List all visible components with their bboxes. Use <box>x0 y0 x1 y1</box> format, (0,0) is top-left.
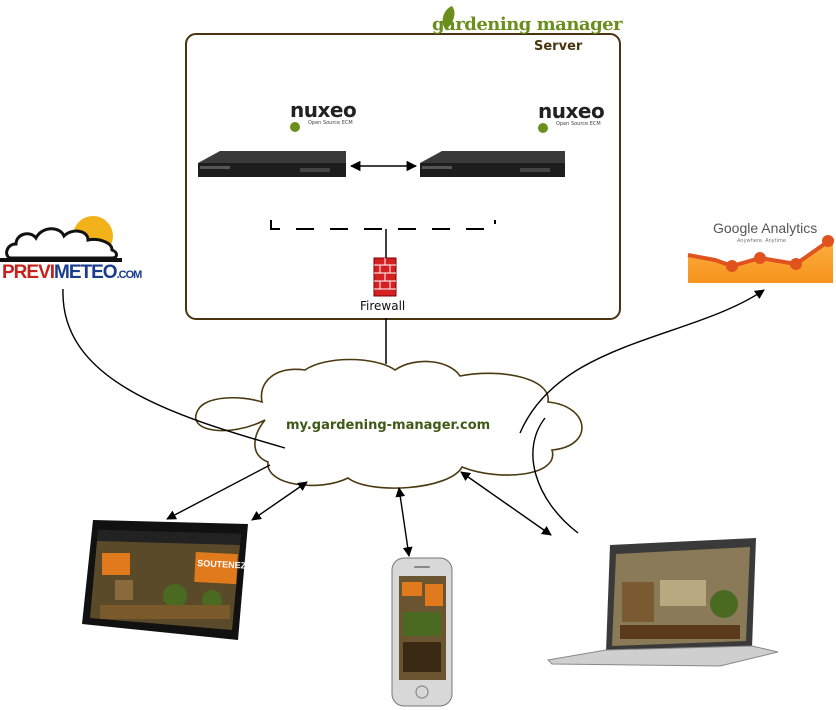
laptop-arrow <box>460 471 552 536</box>
gardening-manager-leaf-icon <box>442 6 455 30</box>
previmeteo-link <box>62 288 286 449</box>
nuxeo-leaf-icon-1 <box>290 122 300 132</box>
phone-arrow <box>395 487 413 557</box>
google-analytics-subtitle: Anywhere. Anytime. <box>737 238 788 244</box>
phone-device <box>391 557 453 707</box>
tablet-device: SOUTENEZ <box>82 520 248 640</box>
nuxeo-logo-text: nuxeo <box>290 98 357 122</box>
google-analytics-chart-icon <box>687 235 835 283</box>
tablet-banner-text: SOUTENEZ <box>197 558 247 571</box>
previmeteo-logo-part3: .COM <box>116 269 143 281</box>
tablet-arrow-2 <box>251 481 308 521</box>
previmeteo-logo: PREVIMETEO.COM <box>2 262 143 284</box>
previmeteo-logo-part2: METEO <box>54 262 118 283</box>
google-analytics-title: Google Analytics <box>713 220 818 236</box>
nuxeo-logo-2: nuxeo Open Source ECM <box>538 99 605 127</box>
nuxeo-tagline: Open Source ECM <box>308 120 353 126</box>
firewall-icon <box>373 257 397 297</box>
nuxeo-leaf-icon-2 <box>538 123 548 133</box>
server-boundary <box>185 33 621 320</box>
nuxeo-logo-text: nuxeo <box>538 99 605 123</box>
server-rack-1 <box>198 151 346 177</box>
firewall-label: Firewall <box>360 299 406 313</box>
tablet-arrow-1 <box>166 464 271 520</box>
nuxeo-tagline: Open Source ECM <box>556 121 601 127</box>
nuxeo-logo-1: nuxeo Open Source ECM <box>290 98 357 126</box>
gardening-manager-logo: gardening manager <box>432 14 623 35</box>
previmeteo-weather-icon <box>0 216 122 262</box>
internet-cloud <box>195 358 583 489</box>
previmeteo-logo-part1: PREVI <box>2 262 55 283</box>
server-rack-2 <box>420 151 565 177</box>
laptop-device <box>546 538 779 667</box>
cloud-domain-label: my.gardening-manager.com <box>286 418 491 433</box>
analytics-link <box>519 289 765 434</box>
server-label: Server <box>534 39 583 54</box>
lan-dashed-line <box>270 220 496 230</box>
